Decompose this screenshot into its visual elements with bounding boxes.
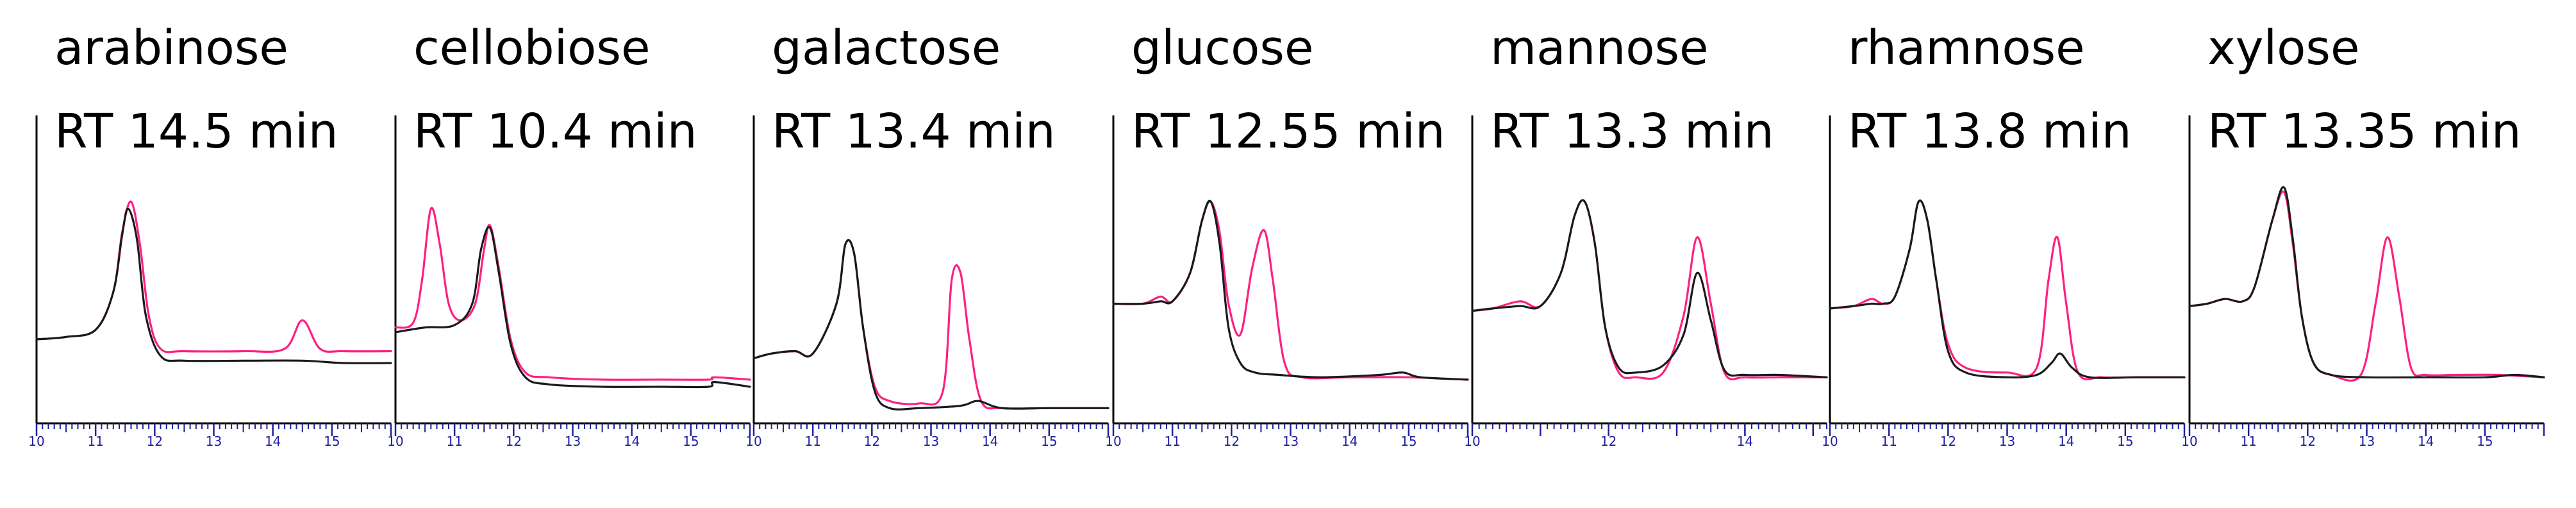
chart-panel-6: xylose RT 13.35 min 10 11 12 13 14 15 — [2181, 21, 2545, 449]
x-tick-label: 10 — [387, 434, 403, 449]
x-tick-label: 10 — [1464, 434, 1480, 449]
sample-trace — [1112, 200, 1469, 381]
sample-trace — [1471, 199, 1828, 380]
sample-trace — [35, 200, 392, 353]
panel-retention-time: RT 12.55 min — [1131, 104, 1445, 159]
panel-retention-time: RT 14.5 min — [54, 104, 338, 159]
x-tick-label: 11 — [804, 434, 820, 449]
x-tick-label: 15 — [1400, 434, 1417, 449]
x-tick-label: 12 — [506, 434, 522, 449]
x-tick-label: 14 — [1342, 434, 1358, 449]
x-tick-label: 10 — [745, 434, 761, 449]
x-tick-label: 12 — [1600, 434, 1616, 449]
x-tick-label: 12 — [147, 434, 163, 449]
reference-trace — [1471, 199, 1828, 378]
chart-panel-1: cellobiose RT 10.4 min 10 11 12 13 14 15 — [387, 21, 751, 449]
reference-trace — [35, 207, 392, 364]
x-tick-label: 13 — [1999, 434, 2015, 449]
x-tick-label: 15 — [683, 434, 699, 449]
x-tick-label: 11 — [446, 434, 462, 449]
panel-title: rhamnose — [1848, 21, 2085, 76]
x-tick-label: 10 — [1105, 434, 1121, 449]
panel-retention-time: RT 13.4 min — [772, 104, 1056, 159]
x-tick-label: 13 — [565, 434, 581, 449]
chart-panel-2: galactose RT 13.4 min 10 11 12 13 14 15 — [745, 21, 1109, 449]
sample-trace — [2188, 190, 2545, 382]
chart-panel-0: arabinose RT 14.5 min 10 11 12 13 14 15 — [28, 21, 392, 449]
x-tick-label: 12 — [2300, 434, 2316, 449]
x-tick-label: 11 — [1164, 434, 1180, 449]
x-tick-label: 15 — [2117, 434, 2133, 449]
panel-title: cellobiose — [413, 21, 651, 76]
x-tick-label: 13 — [206, 434, 222, 449]
reference-trace — [1829, 199, 2186, 379]
x-tick-label: 11 — [1881, 434, 1897, 449]
reference-trace — [1112, 199, 1469, 381]
x-tick-label: 11 — [87, 434, 103, 449]
sample-trace — [752, 239, 1109, 410]
x-tick-label: 12 — [1940, 434, 1956, 449]
chart-panel-4: mannose RT 13.3 min 10 12 14 — [1464, 21, 1828, 449]
panel-title: galactose — [772, 21, 1001, 76]
reference-trace — [752, 239, 1109, 411]
panel-retention-time: RT 13.3 min — [1490, 104, 1774, 159]
sample-trace — [1829, 199, 2186, 380]
x-tick-label: 14 — [265, 434, 281, 449]
x-tick-label: 14 — [2058, 434, 2074, 449]
x-tick-label: 11 — [2240, 434, 2256, 449]
panel-title: arabinose — [54, 21, 288, 76]
x-tick-label: 10 — [1822, 434, 1838, 449]
chart-panel-3: glucose RT 12.55 min 10 11 12 13 14 15 — [1105, 21, 1469, 449]
x-tick-label: 14 — [982, 434, 998, 449]
reference-trace — [394, 226, 751, 389]
x-tick-label: 15 — [2477, 434, 2493, 449]
panel-title: glucose — [1131, 21, 1313, 76]
x-tick-label: 10 — [2181, 434, 2197, 449]
x-tick-label: 10 — [28, 434, 44, 449]
x-tick-label: 13 — [923, 434, 939, 449]
x-tick-label: 14 — [2418, 434, 2434, 449]
x-tick-label: 12 — [1224, 434, 1240, 449]
panel-retention-time: RT 13.8 min — [1848, 104, 2132, 159]
chart-panel-5: rhamnose RT 13.8 min 10 11 12 13 14 15 — [1822, 21, 2186, 449]
x-tick-label: 14 — [1737, 434, 1753, 449]
panel-title: mannose — [1490, 21, 1709, 76]
x-tick-label: 14 — [624, 434, 640, 449]
panel-title: xylose — [2207, 21, 2360, 76]
panel-retention-time: RT 10.4 min — [413, 104, 697, 159]
x-tick-label: 12 — [864, 434, 880, 449]
reference-trace — [2188, 186, 2545, 379]
x-tick-label: 13 — [1283, 434, 1299, 449]
x-tick-label: 15 — [324, 434, 340, 449]
sample-trace — [394, 207, 751, 381]
x-tick-label: 15 — [1041, 434, 1057, 449]
x-tick-label: 13 — [2359, 434, 2375, 449]
panel-retention-time: RT 13.35 min — [2207, 104, 2522, 159]
